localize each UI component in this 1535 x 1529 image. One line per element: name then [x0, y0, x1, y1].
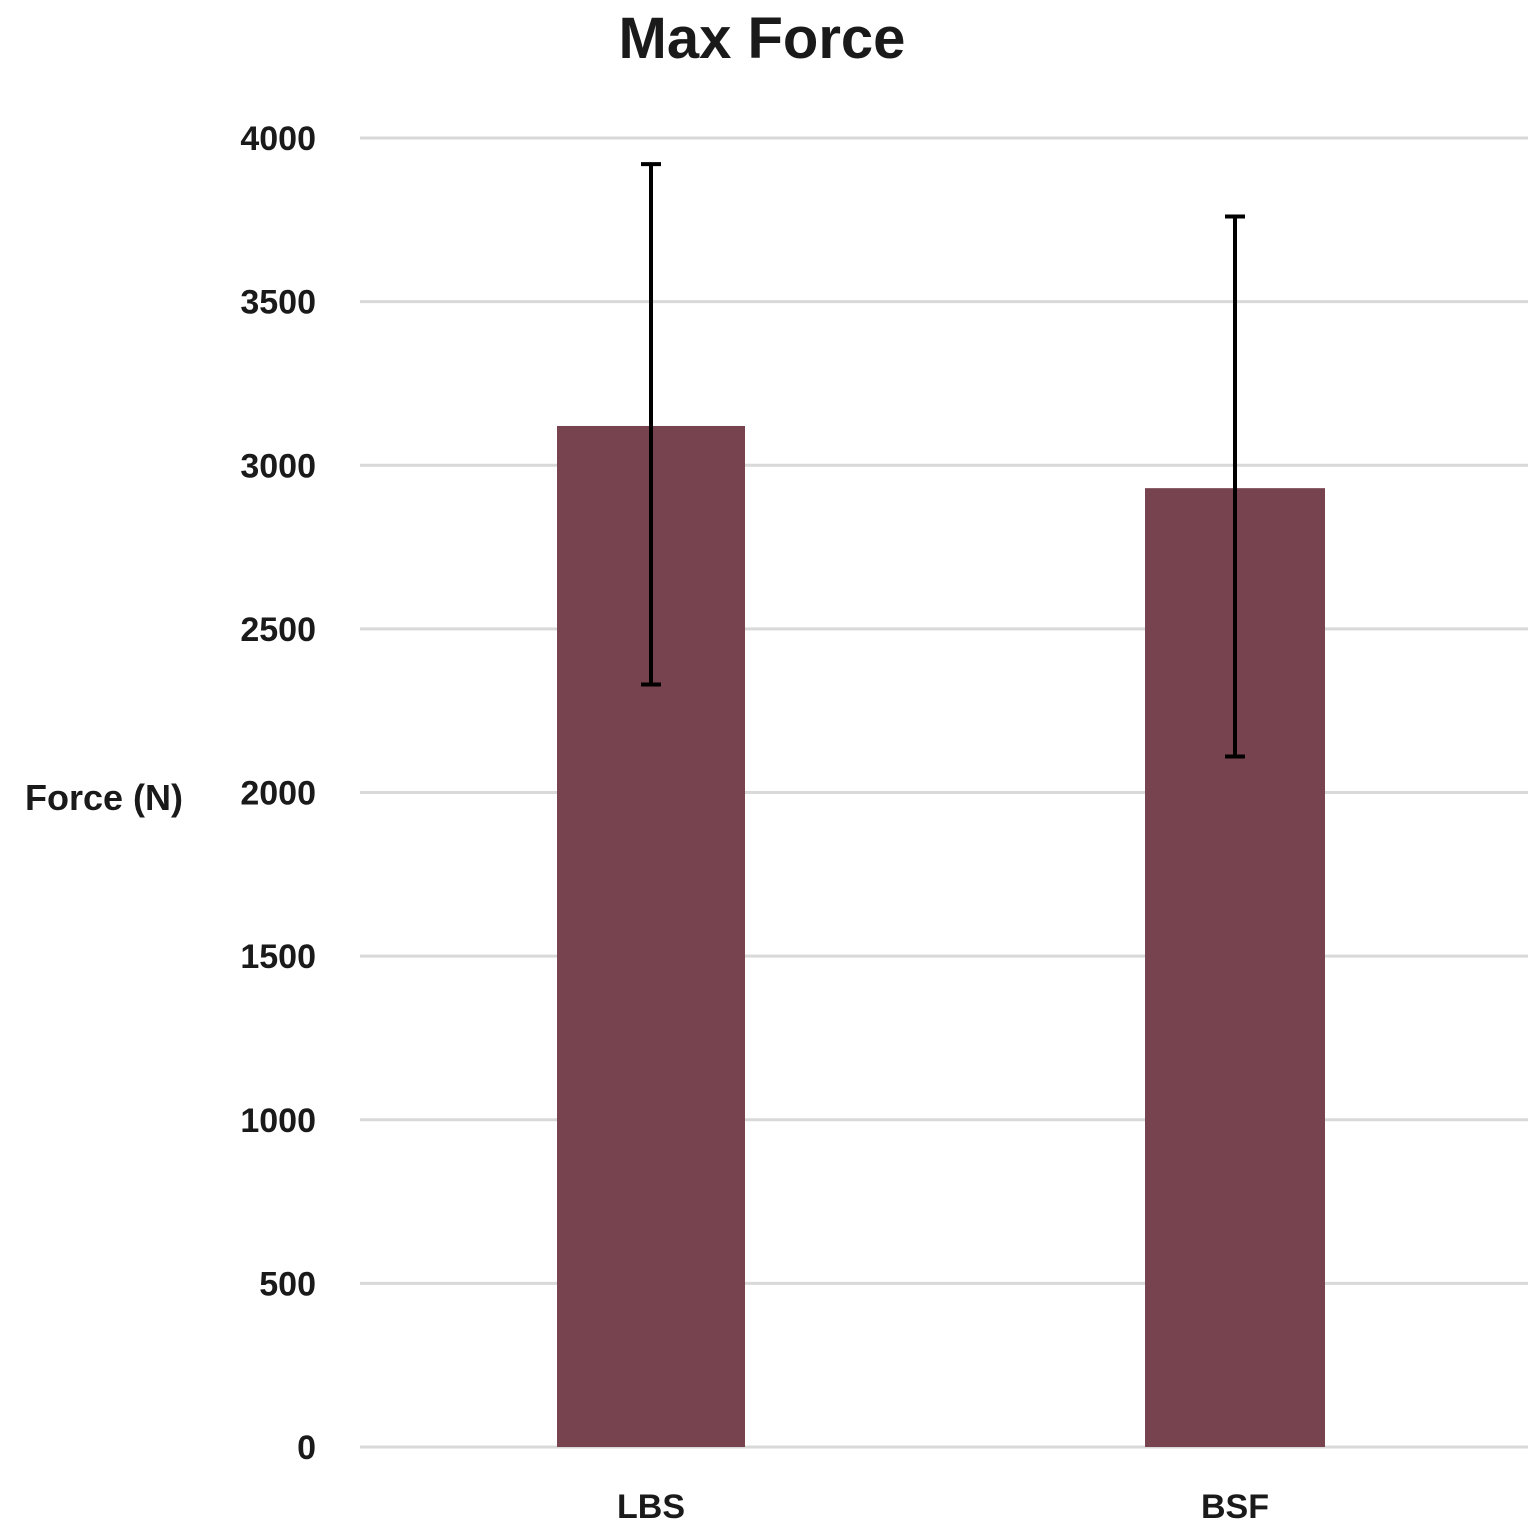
y-tick-label-0: 0: [297, 1429, 316, 1467]
y-tick-label-3500: 3500: [240, 284, 316, 322]
error-bar-bsf: [1225, 214, 1245, 759]
y-axis-title: Force (N): [25, 777, 183, 818]
x-axis-categories: LBS BSF: [617, 1488, 1269, 1526]
y-tick-label-500: 500: [259, 1265, 316, 1303]
gridlines: [360, 136, 1528, 1449]
y-axis-ticks: 0 500 1000 1500 2000 2500 3000 3500 4000: [240, 120, 316, 1467]
y-tick-label-1000: 1000: [240, 1102, 316, 1140]
error-bars: [641, 162, 1245, 759]
y-tick-label-4000: 4000: [240, 120, 316, 158]
chart-title: Max Force: [619, 6, 906, 71]
error-bar-lbs: [641, 162, 661, 687]
y-tick-label-1500: 1500: [240, 938, 316, 976]
y-tick-label-3000: 3000: [240, 447, 316, 485]
bars: [557, 425, 1325, 1448]
x-category-label-lbs: LBS: [617, 1488, 685, 1526]
x-category-label-bsf: BSF: [1201, 1488, 1269, 1526]
y-tick-label-2500: 2500: [240, 611, 316, 649]
y-tick-label-2000: 2000: [240, 775, 316, 813]
